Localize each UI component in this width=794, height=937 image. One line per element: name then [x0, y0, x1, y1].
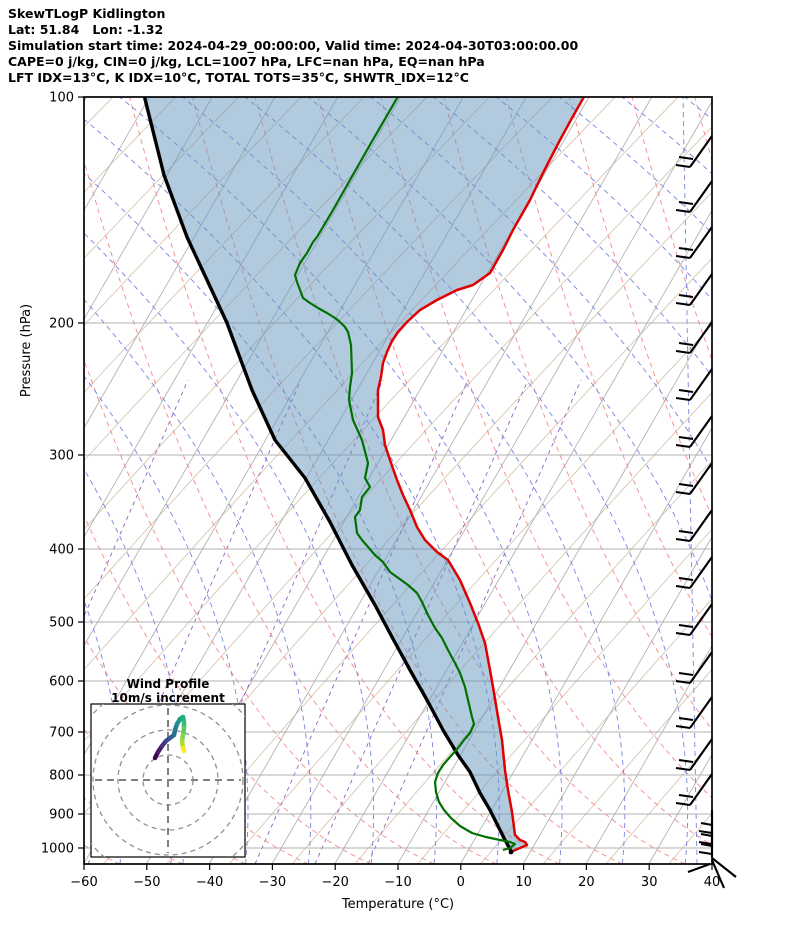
tan-reference-line — [542, 668, 712, 864]
isotherm-line — [460, 427, 712, 864]
x-tick-label: −30 — [259, 875, 286, 890]
wind-barb — [675, 368, 713, 402]
lat-lon-line: Lat: 51.84 Lon: -1.32 — [8, 22, 164, 37]
wind-barb — [675, 556, 713, 590]
hodograph-trace — [180, 745, 187, 754]
isotherm-line — [585, 644, 712, 864]
isotherm-line — [84, 97, 213, 321]
x-tick-label: −60 — [70, 875, 97, 890]
isotherm-line — [271, 100, 712, 864]
y-tick-label: 500 — [49, 616, 74, 631]
surface-marker — [508, 849, 514, 855]
wind-barb — [675, 273, 713, 307]
wind-barb — [675, 462, 713, 496]
hodograph-inset — [91, 704, 245, 857]
chart-title: SkewTLogP Kidlington — [8, 6, 166, 21]
moist-adiabat-line — [119, 97, 563, 864]
wind-barb — [675, 135, 713, 169]
y-tick-label: 400 — [49, 543, 74, 558]
dry-adiabat-line — [631, 97, 712, 362]
moist-adiabat-line — [748, 97, 794, 864]
wind-barb-fan — [711, 857, 737, 878]
moist-adiabat-line — [682, 97, 698, 864]
wind-barb — [675, 321, 713, 355]
y-tick-label: 100 — [49, 91, 74, 106]
temperature-curve — [376, 97, 586, 853]
tan-reference-line — [166, 257, 712, 864]
tan-reference-line — [0, 97, 50, 864]
parcel-curve — [142, 97, 513, 852]
isotherm-line — [522, 535, 712, 864]
cape-line: CAPE=0 j/kg, CIN=0 j/kg, LCL=1007 hPa, L… — [8, 54, 485, 69]
x-tick-label: −10 — [384, 875, 411, 890]
moist-adiabat-line — [84, 232, 375, 864]
wind-barb — [675, 180, 713, 214]
moist-adiabat-line — [496, 97, 712, 301]
x-tick-label: −50 — [133, 875, 160, 890]
dewpoint-curve — [293, 97, 517, 852]
isotherm-line — [648, 753, 712, 864]
x-tick-label: 10 — [515, 875, 532, 890]
wind-barb — [675, 738, 713, 772]
y-axis-label: Pressure (hPa) — [19, 304, 34, 397]
wind-barb-surface — [698, 831, 714, 857]
x-axis-label: Temperature (°C) — [341, 897, 454, 912]
y-tick-label: 1000 — [41, 842, 74, 857]
wind-barb — [675, 226, 713, 260]
tan-reference-line — [354, 459, 712, 864]
chart-header: SkewTLogP Kidlington Lat: 51.84 Lon: -1.… — [8, 6, 578, 86]
moist-adiabat-line — [684, 97, 712, 120]
wind-barb-fan — [687, 863, 711, 873]
x-tick-label: 0 — [457, 875, 465, 890]
y-tick-label: 300 — [49, 449, 74, 464]
wind-barb — [675, 415, 713, 449]
wind-barb — [675, 696, 713, 730]
moist-adiabat-line — [244, 97, 689, 864]
x-tick-label: −40 — [196, 875, 223, 890]
isotherm-line — [334, 209, 712, 864]
hodograph-ring — [92, 704, 244, 856]
time-line: Simulation start time: 2024-04-29_00:00:… — [8, 38, 579, 53]
hodograph-title-line2: 10m/s increment — [111, 691, 225, 705]
x-tick-label: 30 — [641, 875, 658, 890]
x-tick-label: 20 — [578, 875, 595, 890]
y-tick-label: 600 — [49, 675, 74, 690]
x-tick-label: −20 — [321, 875, 348, 890]
tan-reference-line — [228, 324, 712, 864]
wind-barb — [675, 651, 713, 685]
x-tick-label: 40 — [704, 875, 721, 890]
isotherm-line — [84, 97, 87, 103]
dry-adiabat-line — [505, 97, 712, 638]
y-tick-label: 800 — [49, 769, 74, 784]
moist-adiabat-line — [182, 97, 626, 864]
tan-reference-line — [417, 528, 712, 864]
hodograph-title-line1: Wind Profile — [127, 677, 210, 691]
tan-reference-line — [291, 391, 712, 864]
moist-adiabat-line — [84, 173, 437, 864]
wind-barb — [675, 603, 713, 637]
tan-reference-line — [84, 97, 239, 259]
y-tick-label: 700 — [49, 726, 74, 741]
moist-adiabat-line — [84, 299, 312, 864]
isotherm-line — [711, 862, 712, 864]
tan-reference-line — [84, 97, 679, 742]
wind-barb — [675, 509, 713, 543]
wind-barb-fan — [711, 859, 725, 889]
y-tick-label: 200 — [49, 317, 74, 332]
tan-reference-line — [480, 598, 712, 864]
indices-line: LFT IDX=13°C, K IDX=10°C, TOTAL TOTS=35°… — [8, 70, 469, 85]
moist-adiabat-line — [558, 97, 712, 235]
cin-shading-region — [144, 97, 584, 851]
dry-adiabat-line — [758, 97, 794, 864]
dry-adiabat-line — [694, 97, 712, 163]
mixing-ratio-line — [84, 379, 189, 618]
wind-barb — [675, 773, 713, 807]
y-tick-label: 900 — [49, 808, 74, 823]
isotherm-line — [208, 97, 653, 864]
